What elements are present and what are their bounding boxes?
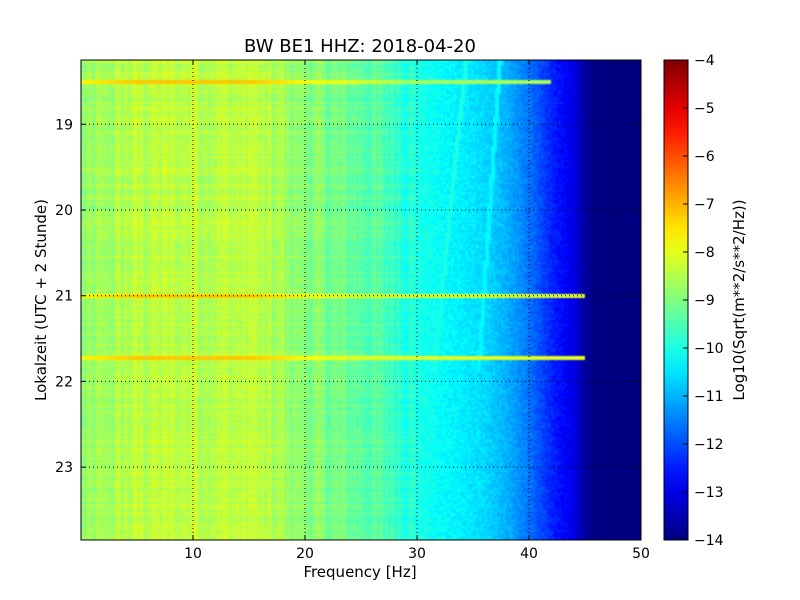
x-tick-label: 30: [408, 546, 426, 562]
x-tick-label: 40: [520, 546, 538, 562]
colorbar-tick-label: −5: [694, 101, 715, 117]
colorbar-label: Log10(Sqrt(m**2/s**2/Hz)): [730, 199, 748, 400]
x-axis-title: Frequency [Hz]: [303, 563, 416, 581]
colorbar-tick-label: −7: [694, 197, 715, 213]
grid-lines: [81, 60, 641, 540]
x-axis: 10 20 30 40 50: [184, 60, 650, 562]
plot-frame: [80, 59, 642, 541]
colorbar-tick-label: −6: [694, 149, 715, 165]
colorbar-tick-label: −11: [694, 389, 724, 405]
spectrogram-raster: [81, 60, 641, 540]
spectrogram-image: [81, 60, 641, 540]
x-tick-label: 10: [184, 546, 202, 562]
y-axis-title: Lokalzeit (UTC + 2 Stunde): [32, 199, 50, 401]
colorbar-tick-label: −13: [694, 485, 724, 501]
colorbar-tick-label: −12: [694, 437, 724, 453]
y-tick-label: 22: [55, 374, 73, 390]
y-axis: 19 20 21 22 23: [55, 117, 641, 476]
colorbar: −4 −5 −6 −7 −8 −9 −10 −11 −12 −13 −14: [663, 53, 724, 549]
y-tick-label: 21: [55, 289, 73, 305]
x-tick-label: 20: [296, 546, 314, 562]
colorbar-tick-label: −4: [694, 53, 715, 69]
colorbar-tick-label: −9: [694, 293, 715, 309]
colorbar-tick-label: −8: [694, 245, 715, 261]
colorbar-tick-label: −10: [694, 341, 724, 357]
y-tick-label: 20: [55, 203, 73, 219]
y-tick-label: 23: [55, 460, 73, 476]
y-tick-label: 19: [55, 117, 73, 133]
chart-title: BW BE1 HHZ: 2018-04-20: [244, 36, 476, 57]
x-tick-label: 50: [632, 546, 650, 562]
colorbar-tick-label: −14: [694, 533, 724, 549]
